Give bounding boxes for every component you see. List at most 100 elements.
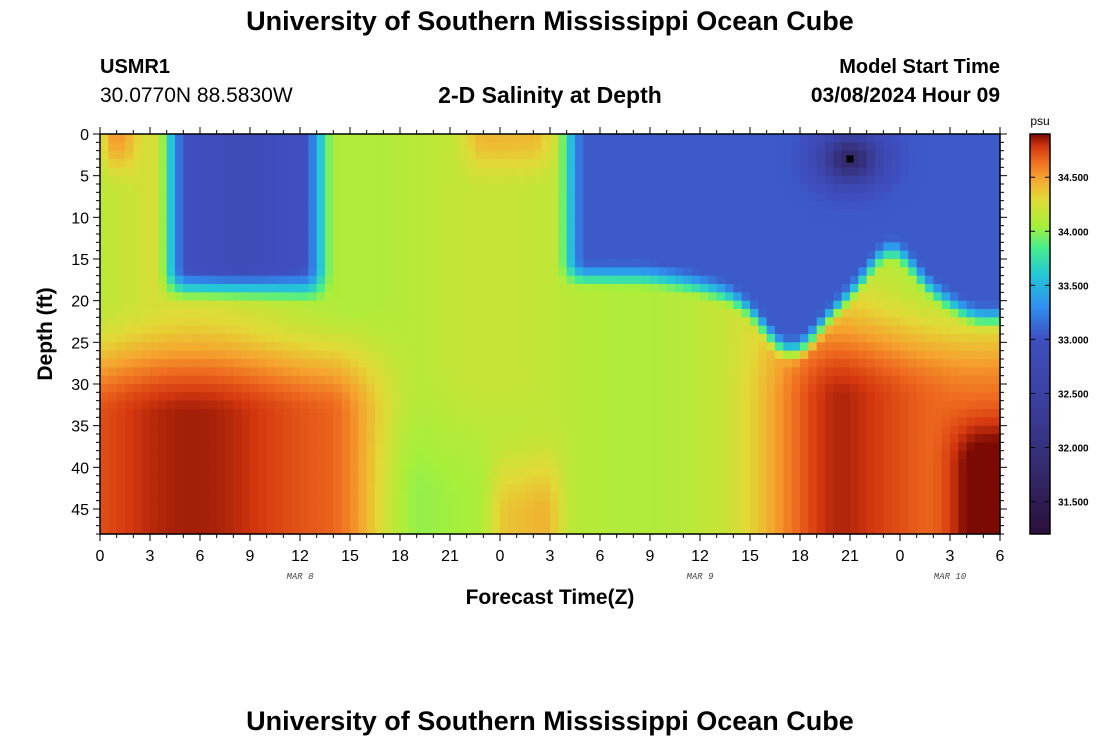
heatmap-cell bbox=[666, 459, 676, 468]
heatmap-cell bbox=[850, 509, 859, 518]
heatmap-cell bbox=[283, 284, 293, 293]
heatmap-cell bbox=[275, 409, 284, 418]
heatmap-cell bbox=[608, 275, 618, 285]
heatmap-cell bbox=[183, 217, 193, 227]
heatmap-cell bbox=[508, 259, 518, 268]
heatmap-cell bbox=[116, 300, 126, 310]
heatmap-cell bbox=[625, 409, 634, 418]
heatmap-cell bbox=[208, 275, 218, 285]
heatmap-cell bbox=[191, 350, 201, 360]
heatmap-cell bbox=[658, 375, 668, 385]
heatmap-cell bbox=[525, 484, 534, 493]
heatmap-cell bbox=[150, 334, 159, 343]
heatmap-cell bbox=[125, 342, 134, 352]
heatmap-cell bbox=[558, 209, 568, 218]
heatmap-cell bbox=[175, 242, 184, 252]
heatmap-cell bbox=[341, 517, 351, 527]
heatmap-cell bbox=[475, 492, 484, 502]
heatmap-cell bbox=[808, 442, 818, 452]
heatmap-cell bbox=[941, 392, 951, 402]
heatmap-cell bbox=[366, 467, 376, 477]
heatmap-cell bbox=[958, 359, 968, 368]
heatmap-cell bbox=[100, 267, 109, 277]
heatmap-cell bbox=[408, 150, 418, 160]
heatmap-cell bbox=[358, 409, 368, 418]
heatmap-cell bbox=[425, 200, 434, 210]
heatmap-cell bbox=[266, 325, 276, 335]
heatmap-cell bbox=[933, 259, 943, 268]
heatmap-cell bbox=[691, 467, 701, 477]
heatmap-cell bbox=[800, 142, 809, 152]
heatmap-cell bbox=[408, 275, 418, 285]
heatmap-cell bbox=[216, 509, 226, 518]
heatmap-cell bbox=[483, 200, 493, 210]
heatmap-cell bbox=[508, 350, 518, 360]
heatmap-cell bbox=[891, 400, 901, 410]
heatmap-cell bbox=[941, 209, 951, 218]
heatmap-cell bbox=[175, 350, 184, 360]
heatmap-cell bbox=[183, 425, 193, 435]
heatmap-cell bbox=[225, 500, 234, 510]
heatmap-cell bbox=[650, 500, 659, 510]
heatmap-cell bbox=[258, 242, 268, 252]
heatmap-cell bbox=[908, 384, 918, 393]
heatmap-cell bbox=[658, 334, 668, 343]
heatmap-cell bbox=[225, 284, 234, 293]
heatmap-cell bbox=[100, 334, 109, 343]
heatmap-cell bbox=[116, 392, 126, 402]
heatmap-cell bbox=[733, 500, 743, 510]
heatmap-cell bbox=[133, 309, 143, 318]
heatmap-cell bbox=[900, 217, 909, 227]
heatmap-cell bbox=[666, 142, 676, 152]
heatmap-cell bbox=[908, 242, 918, 252]
heatmap-cell bbox=[266, 484, 276, 493]
heatmap-cell bbox=[641, 284, 651, 293]
heatmap-cell bbox=[358, 384, 368, 393]
heatmap-cell bbox=[908, 467, 918, 477]
heatmap-cell bbox=[275, 467, 284, 477]
heatmap-cell bbox=[466, 250, 476, 260]
heatmap-cell bbox=[183, 384, 193, 393]
heatmap-cell bbox=[483, 242, 493, 252]
heatmap-cell bbox=[866, 417, 876, 427]
heatmap-cell bbox=[700, 359, 709, 368]
heatmap-cell bbox=[833, 442, 843, 452]
heatmap-cell bbox=[908, 350, 918, 360]
heatmap-cell bbox=[258, 367, 268, 377]
heatmap-cell bbox=[758, 417, 768, 427]
heatmap-cell bbox=[925, 434, 934, 443]
heatmap-cell bbox=[225, 359, 234, 368]
heatmap-cell bbox=[491, 300, 501, 310]
heatmap-cell bbox=[766, 192, 776, 202]
heatmap-cell bbox=[875, 367, 884, 377]
heatmap-cell bbox=[608, 217, 618, 227]
heatmap-cell bbox=[525, 442, 534, 452]
heatmap-cell bbox=[350, 500, 359, 510]
heatmap-cell bbox=[716, 209, 726, 218]
heatmap-cell bbox=[591, 300, 601, 310]
heatmap-cell bbox=[375, 134, 384, 143]
heatmap-cell bbox=[825, 367, 834, 377]
heatmap-cell bbox=[383, 500, 393, 510]
heatmap-cell bbox=[900, 400, 909, 410]
heatmap-cell bbox=[408, 442, 418, 452]
heatmap-cell bbox=[191, 492, 201, 502]
heatmap-cell bbox=[183, 175, 193, 185]
heatmap-cell bbox=[141, 209, 151, 218]
heatmap-cell bbox=[400, 159, 409, 168]
heatmap-cell bbox=[883, 184, 893, 193]
heatmap-cell bbox=[366, 317, 376, 327]
heatmap-cell bbox=[600, 359, 609, 368]
heatmap-cell bbox=[558, 359, 568, 368]
heatmap-cell bbox=[483, 142, 493, 152]
heatmap-cell bbox=[425, 309, 434, 318]
heatmap-cell bbox=[133, 492, 143, 502]
heatmap-cell bbox=[591, 359, 601, 368]
heatmap-cell bbox=[491, 175, 501, 185]
heatmap-cell bbox=[150, 167, 159, 177]
heatmap-cell bbox=[900, 309, 909, 318]
heatmap-cell bbox=[466, 167, 476, 177]
heatmap-cell bbox=[466, 434, 476, 443]
heatmap-cell bbox=[741, 184, 751, 193]
heatmap-cell bbox=[791, 267, 801, 277]
